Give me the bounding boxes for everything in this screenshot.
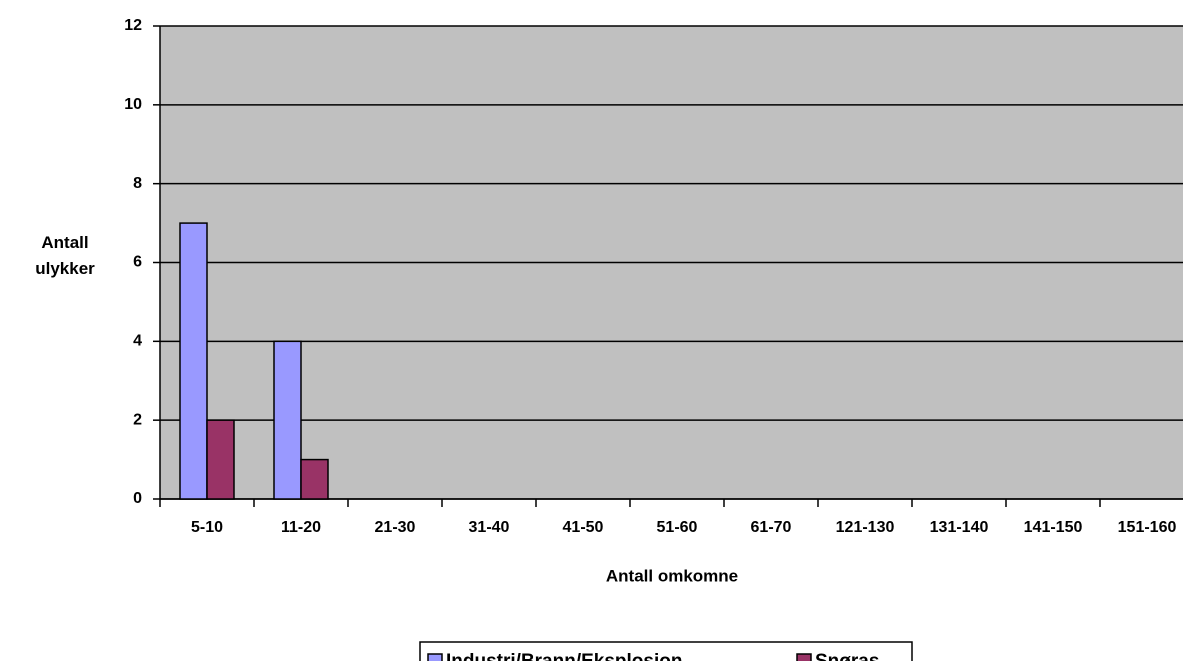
y-tick-label: 2 — [133, 411, 142, 428]
x-tick-label: 151-160 — [1118, 519, 1177, 536]
legend-label: Industri/Brann/Eksplosjon — [446, 651, 682, 661]
x-tick-label: 5-10 — [191, 519, 223, 536]
x-tick-label: 121-130 — [836, 519, 895, 536]
y-tick-label: 0 — [133, 490, 142, 507]
legend-swatch — [796, 653, 812, 661]
x-tick-label: 61-70 — [751, 519, 792, 536]
bar — [273, 340, 302, 500]
x-tick-label: 21-30 — [375, 519, 416, 536]
bar — [206, 419, 235, 500]
x-tick-label: 131-140 — [930, 519, 989, 536]
x-tick-label: 51-60 — [657, 519, 698, 536]
x-axis-label: Antall omkomne — [606, 566, 738, 585]
x-tick-label: 141-150 — [1024, 519, 1083, 536]
legend-label: Snøras — [815, 651, 879, 661]
x-tick-label: 41-50 — [563, 519, 604, 536]
x-tick-label: 31-40 — [469, 519, 510, 536]
bar — [179, 222, 208, 500]
y-tick-label: 10 — [124, 96, 142, 113]
legend-swatch — [427, 653, 443, 661]
y-axis-label: Antall ulykker — [35, 233, 95, 278]
y-tick-label: 6 — [133, 254, 142, 271]
y-tick-label: 12 — [124, 17, 142, 34]
bar — [300, 458, 329, 500]
x-tick-label: 11-20 — [281, 519, 321, 536]
y-tick-label: 4 — [133, 333, 142, 350]
legend-box — [419, 641, 913, 661]
y-tick-label: 8 — [133, 175, 142, 192]
